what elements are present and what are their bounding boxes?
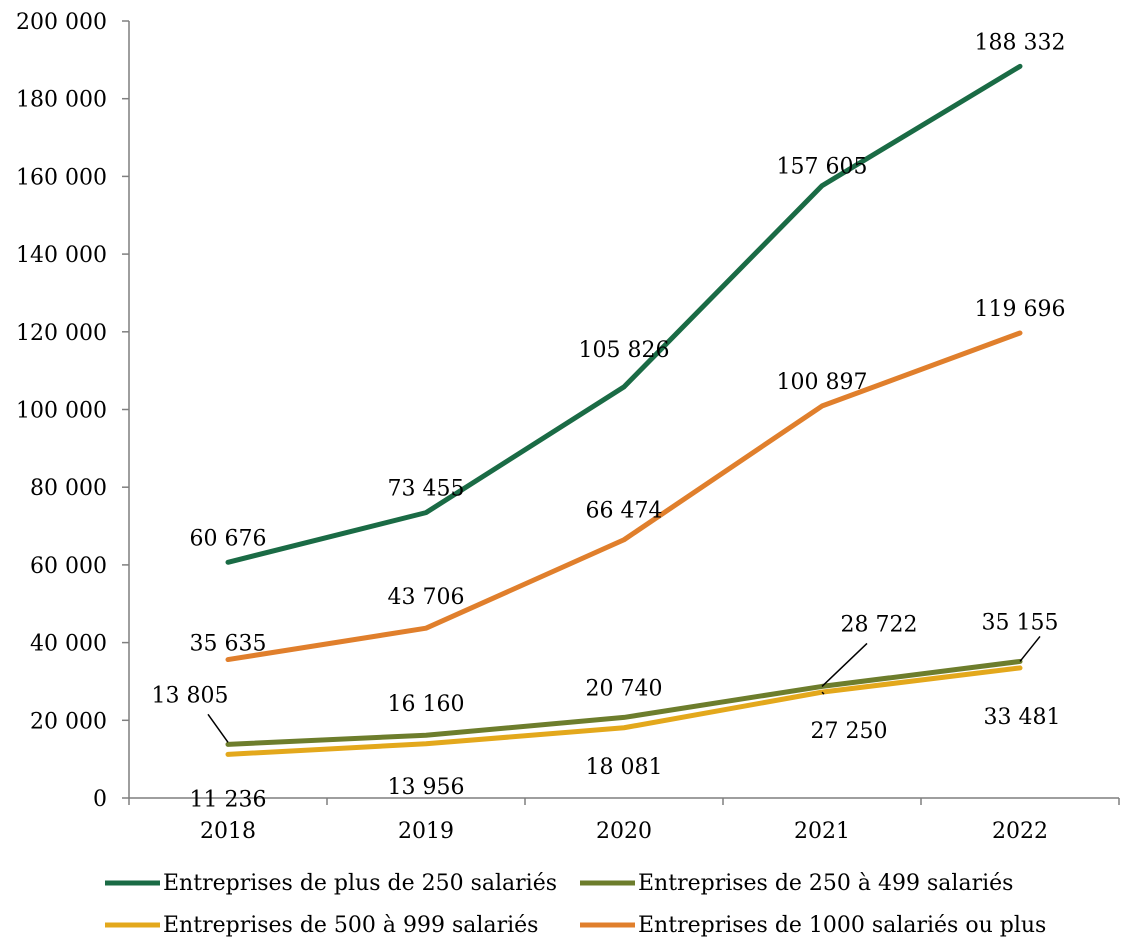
y-tick-label: 100 000 xyxy=(16,399,107,424)
label-leader-line xyxy=(821,691,825,695)
y-tick-label: 80 000 xyxy=(30,476,107,501)
series-line-entreprises-de-1000-salari-s-ou-plus xyxy=(225,330,1023,663)
y-tick-label: 200 000 xyxy=(16,10,107,35)
y-tick-label: 60 000 xyxy=(30,554,107,579)
data-label-entreprises-de-1000-salari-s-ou-plus: 119 696 xyxy=(975,297,1066,322)
series-line-entreprises-de-500-999-salari-s xyxy=(225,665,1023,757)
x-tick-label: 2020 xyxy=(596,819,652,844)
data-label-entreprises-de-250-499-salari-s: 35 155 xyxy=(982,610,1059,635)
legend-item-entreprises-de-1000-salari-s-ou-plus: Entreprises de 1000 salariés ou plus xyxy=(580,913,1046,938)
legend-item-entreprises-de-250-499-salari-s: Entreprises de 250 à 499 salariés xyxy=(580,871,1013,896)
x-tick-label: 2018 xyxy=(200,819,256,844)
y-tick-label: 160 000 xyxy=(16,165,107,190)
y-tick-label: 20 000 xyxy=(30,709,107,734)
legend: Entreprises de plus de 250 salariés Entre… xyxy=(105,871,1046,938)
legend-label: Entreprises de 250 à 499 salariés xyxy=(638,871,1013,896)
series-line-entreprises-de-250-499-salari-s xyxy=(225,658,1023,747)
data-label-entreprises-de-500-999-salari-s: 11 236 xyxy=(190,787,267,812)
data-label-entreprises-de-plus-de-250-salari-s: 73 455 xyxy=(388,477,465,502)
data-labels: 60 676 73 455 105 826 157 605 188 332 35 635 4… xyxy=(152,30,1066,812)
y-tick-label: 0 xyxy=(93,787,107,812)
data-label-entreprises-de-1000-salari-s-ou-plus: 35 635 xyxy=(190,632,267,657)
data-label-entreprises-de-1000-salari-s-ou-plus: 100 897 xyxy=(777,370,868,395)
legend-item-entreprises-de-plus-de-250-salari-s: Entreprises de plus de 250 salariés xyxy=(105,871,557,896)
data-label-entreprises-de-plus-de-250-salari-s: 157 605 xyxy=(777,155,868,180)
data-label-entreprises-de-plus-de-250-salari-s: 60 676 xyxy=(190,526,267,551)
data-label-entreprises-de-plus-de-250-salari-s: 188 332 xyxy=(975,30,1066,55)
data-label-entreprises-de-500-999-salari-s: 33 481 xyxy=(984,705,1061,730)
data-label-entreprises-de-500-999-salari-s: 27 250 xyxy=(811,719,888,744)
data-label-entreprises-de-1000-salari-s-ou-plus: 43 706 xyxy=(388,585,465,610)
data-label-entreprises-de-plus-de-250-salari-s: 105 826 xyxy=(579,338,670,363)
label-leader-line xyxy=(207,713,229,743)
data-label-entreprises-de-250-499-salari-s: 28 722 xyxy=(841,612,918,637)
series-line-entreprises-de-plus-de-250-salari-s xyxy=(225,63,1023,565)
data-label-entreprises-de-1000-salari-s-ou-plus: 66 474 xyxy=(586,499,663,524)
data-label-entreprises-de-500-999-salari-s: 13 956 xyxy=(388,775,465,800)
legend-item-entreprises-de-500-999-salari-s: Entreprises de 500 à 999 salariés xyxy=(105,913,538,938)
label-leader-line xyxy=(821,642,868,687)
data-label-entreprises-de-250-499-salari-s: 16 160 xyxy=(388,692,465,717)
data-label-entreprises-de-250-499-salari-s: 13 805 xyxy=(152,683,229,708)
y-tick-label: 140 000 xyxy=(16,243,107,268)
legend-label: Entreprises de 1000 salariés ou plus xyxy=(638,913,1046,938)
legend-label: Entreprises de plus de 250 salariés xyxy=(163,871,557,896)
label-leader-line xyxy=(1019,635,1041,662)
y-tick-label: 180 000 xyxy=(16,88,107,113)
data-label-entreprises-de-250-499-salari-s: 20 740 xyxy=(586,676,663,701)
series-lines xyxy=(225,63,1023,757)
y-tick-label: 120 000 xyxy=(16,321,107,346)
x-tick-label: 2022 xyxy=(992,819,1048,844)
x-tick-label: 2019 xyxy=(398,819,454,844)
axes: 0 20 000 40 000 60 000 80 000 100 000 120 000 1… xyxy=(16,10,1120,844)
x-tick-label: 2021 xyxy=(794,819,850,844)
data-label-entreprises-de-500-999-salari-s: 18 081 xyxy=(586,755,663,780)
y-tick-label: 40 000 xyxy=(30,632,107,657)
legend-label: Entreprises de 500 à 999 salariés xyxy=(163,913,538,938)
